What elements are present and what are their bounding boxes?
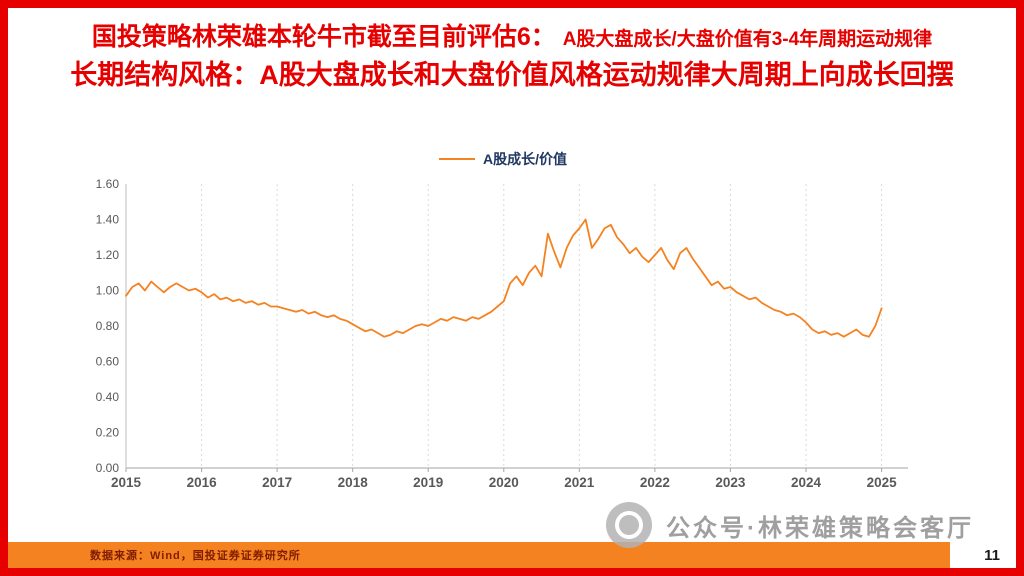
title-line-2: 长期结构风格：A股大盘成长和大盘价值风格运动规律大周期上向成长回摆 <box>70 60 954 90</box>
svg-text:2023: 2023 <box>715 475 746 490</box>
svg-text:2018: 2018 <box>338 475 369 490</box>
svg-text:0.20: 0.20 <box>96 426 120 440</box>
svg-text:1.40: 1.40 <box>96 213 120 227</box>
line-chart: 2015 2016 2017 2018 2019 2020 2021 2022 2023 2024… <box>96 177 908 490</box>
page-title: 国投策略林荣雄本轮牛市截至目前评估6： A股大盘成长/大盘价值有3-4年周期运动… <box>8 20 1016 93</box>
chart-legend: A股成长/价值 <box>78 148 928 170</box>
watermark-logo-icon <box>606 502 652 548</box>
legend-label: A股成长/价值 <box>483 151 567 167</box>
svg-text:2017: 2017 <box>262 475 292 490</box>
svg-text:2015: 2015 <box>111 475 142 490</box>
svg-text:2021: 2021 <box>564 475 595 490</box>
svg-text:2025: 2025 <box>867 475 898 490</box>
watermark: 公众号·林荣雄策略会客厅 <box>606 502 974 548</box>
svg-text:2020: 2020 <box>489 475 519 490</box>
title-line-1: 国投策略林荣雄本轮牛市截至目前评估6： A股大盘成长/大盘价值有3-4年周期运动… <box>8 20 1016 57</box>
svg-text:1.60: 1.60 <box>96 177 120 191</box>
svg-text:0.80: 0.80 <box>96 319 120 333</box>
svg-text:2022: 2022 <box>640 475 670 490</box>
svg-text:2016: 2016 <box>187 475 218 490</box>
watermark-text: 公众号·林荣雄策略会客厅 <box>666 514 974 542</box>
svg-text:1.20: 1.20 <box>96 248 120 262</box>
svg-text:2024: 2024 <box>791 475 822 490</box>
svg-text:0.40: 0.40 <box>96 390 120 404</box>
page-number: 11 <box>984 547 1000 564</box>
svg-text:2019: 2019 <box>413 475 443 490</box>
chart: A股成长/价值 2015 2016 2017 2018 2019 2020 2021 2022… <box>78 148 928 504</box>
title-line-1-main: 国投策略林荣雄本轮牛市截至目前评估6： <box>91 23 556 51</box>
svg-text:0.60: 0.60 <box>96 355 120 369</box>
legend-line-sample-icon <box>439 158 475 160</box>
svg-text:1.00: 1.00 <box>96 284 120 298</box>
data-source-text: 数据来源：Wind，国投证券证券研究所 <box>90 550 301 562</box>
title-line-1-sub: A股大盘成长/大盘价值有3-4年周期运动规律 <box>562 29 933 50</box>
footer-bar: 数据来源：Wind，国投证券证券研究所 <box>8 542 950 568</box>
svg-text:0.00: 0.00 <box>96 461 120 475</box>
